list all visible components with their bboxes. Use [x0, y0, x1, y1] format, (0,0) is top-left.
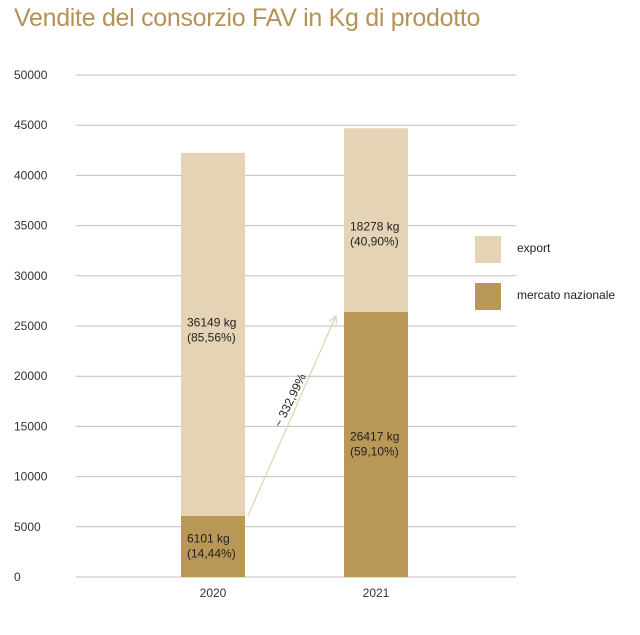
x-tick-label: 2021	[363, 586, 390, 600]
data-label-value: 36149 kg	[187, 315, 236, 329]
data-label-percent: (40,90%)	[350, 234, 399, 248]
legend-label-export: export	[517, 241, 551, 255]
y-tick-label: 15000	[14, 419, 48, 433]
data-label-percent: (85,56%)	[187, 330, 236, 344]
data-label-value: 6101 kg	[187, 531, 230, 545]
data-label-value: 18278 kg	[350, 219, 399, 233]
bar-export-2021	[344, 128, 408, 312]
bar-mercato-nazionale-2020	[181, 515, 245, 577]
y-tick-label: 30000	[14, 269, 48, 283]
data-label-percent: (59,10%)	[350, 444, 399, 458]
y-tick-label: 20000	[14, 369, 48, 383]
legend-swatch-export	[475, 236, 501, 263]
bar-export-2020	[181, 152, 245, 516]
y-tick-label: 40000	[14, 168, 48, 182]
y-tick-label: 25000	[14, 319, 48, 333]
data-label-percent: (14,44%)	[187, 546, 236, 560]
legend-label-mercato-nazionale: mercato nazionale	[517, 288, 615, 302]
growth-arrow-line	[247, 315, 337, 517]
y-tick-label: 35000	[14, 219, 48, 233]
y-tick-label: 45000	[14, 118, 48, 132]
y-tick-label: 5000	[14, 520, 41, 534]
legend-swatch-mercato-nazionale	[475, 283, 501, 310]
growth-arrow-head	[328, 314, 338, 325]
y-tick-label: 10000	[14, 470, 48, 484]
y-tick-label: 50000	[14, 68, 48, 82]
x-tick-label: 2020	[200, 586, 227, 600]
data-label-value: 26417 kg	[350, 429, 399, 443]
y-tick-label: 0	[14, 570, 21, 584]
bar-mercato-nazionale-2021	[344, 311, 408, 577]
chart-title: Vendite del consorzio FAV in Kg di prodo…	[14, 4, 481, 32]
